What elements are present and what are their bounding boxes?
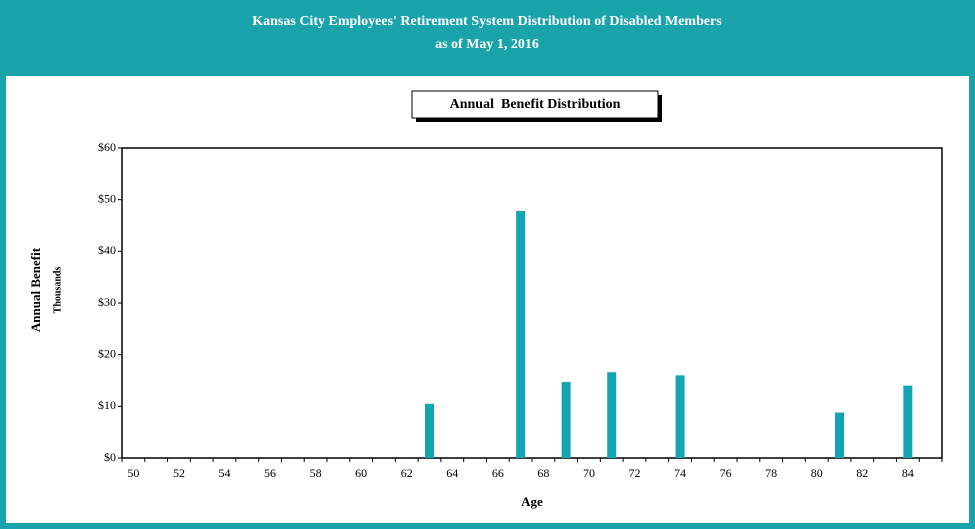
y-tick-label: $0	[104, 450, 116, 464]
x-tick-label: 72	[629, 466, 641, 480]
bar	[607, 372, 617, 458]
y-tick-label: $10	[98, 398, 116, 412]
y-tick-label: $40	[98, 243, 116, 257]
y-axis-label: Annual Benefit	[28, 247, 43, 332]
bar	[425, 403, 434, 458]
x-tick-label: 82	[856, 466, 868, 480]
x-tick-label: 64	[446, 466, 458, 480]
x-tick-label: 80	[811, 466, 823, 480]
y-tick-label: $30	[98, 295, 116, 309]
x-tick-label: 66	[492, 466, 504, 480]
x-tick-label: 54	[219, 466, 231, 480]
page-subtitle: as of May 1, 2016	[435, 37, 539, 52]
y-tick-label: $50	[98, 191, 116, 205]
bar	[675, 375, 685, 458]
x-tick-label: 62	[401, 466, 413, 480]
x-tick-label: 76	[720, 466, 732, 480]
y-tick-label: $20	[98, 346, 116, 360]
x-tick-label: 50	[127, 466, 139, 480]
page-title: Kansas City Employees' Retirement System…	[252, 14, 722, 29]
bar	[903, 385, 913, 458]
title-box	[411, 90, 659, 119]
bar	[835, 412, 844, 458]
bar	[516, 211, 526, 458]
y-tick-label: $60	[98, 140, 116, 154]
y-unit-label: Thousands	[52, 267, 63, 314]
x-tick-label: 78	[765, 466, 777, 480]
bar	[561, 382, 571, 458]
x-tick-label: 56	[264, 466, 276, 480]
panel	[6, 76, 969, 523]
x-tick-label: 58	[310, 466, 322, 480]
x-tick-label: 70	[583, 466, 595, 480]
chart-title: Annual Benefit Distribution	[450, 97, 621, 112]
x-tick-label: 52	[173, 466, 185, 480]
x-tick-label: 68	[537, 466, 549, 480]
x-axis-label: Age	[521, 494, 543, 509]
x-tick-label: 74	[674, 466, 686, 480]
x-tick-label: 84	[902, 466, 914, 480]
x-tick-label: 60	[355, 466, 367, 480]
